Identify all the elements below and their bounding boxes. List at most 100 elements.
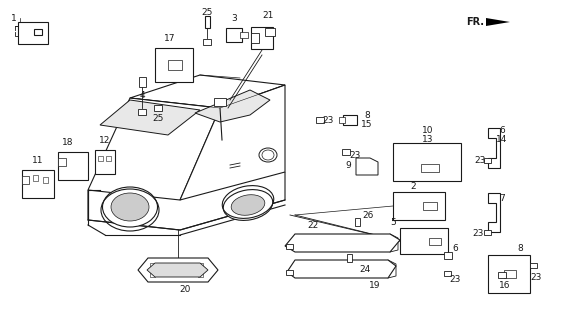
Bar (22, 176, 28, 184)
Bar (265, 28, 275, 36)
Text: 3: 3 (231, 13, 237, 22)
Text: 12: 12 (99, 135, 111, 145)
Bar (32, 175, 37, 181)
Text: 2: 2 (410, 181, 416, 190)
Ellipse shape (111, 193, 149, 221)
Bar (22, 170, 54, 198)
Bar (155, 48, 193, 82)
Polygon shape (488, 128, 500, 168)
Text: 18: 18 (62, 138, 74, 147)
Polygon shape (180, 85, 285, 200)
Bar (251, 27, 273, 49)
Text: 25: 25 (152, 114, 164, 123)
Bar (203, 39, 211, 45)
Text: 9: 9 (345, 161, 351, 170)
Polygon shape (287, 260, 396, 278)
Bar (149, 273, 154, 277)
Polygon shape (147, 263, 208, 277)
Polygon shape (195, 90, 270, 122)
Polygon shape (285, 234, 400, 252)
Text: 10: 10 (422, 125, 434, 134)
Polygon shape (486, 18, 510, 26)
Text: 1: 1 (11, 13, 17, 22)
Bar (251, 33, 259, 43)
Bar (106, 156, 111, 161)
Bar (198, 273, 203, 277)
Bar (423, 202, 437, 210)
Text: 7: 7 (499, 194, 505, 203)
Polygon shape (488, 193, 500, 232)
Bar (98, 156, 102, 161)
Text: 25: 25 (201, 7, 212, 17)
Text: 8: 8 (364, 110, 370, 119)
Bar (286, 244, 294, 249)
Text: FR.: FR. (466, 17, 484, 27)
Text: 23: 23 (531, 274, 542, 283)
Text: 24: 24 (360, 266, 371, 275)
Bar (485, 229, 491, 235)
Text: 13: 13 (422, 134, 434, 143)
Bar (204, 16, 210, 28)
Text: 26: 26 (362, 211, 374, 220)
Text: 15: 15 (361, 119, 373, 129)
Bar (339, 117, 345, 123)
Text: 6: 6 (452, 244, 458, 252)
Bar (240, 32, 248, 38)
Bar (18, 22, 48, 44)
Text: 19: 19 (369, 281, 381, 290)
Text: 14: 14 (496, 134, 508, 143)
Text: 23: 23 (474, 156, 486, 164)
Bar (485, 157, 491, 163)
Polygon shape (130, 75, 285, 108)
Bar (149, 263, 154, 267)
Bar (34, 29, 42, 35)
Bar (214, 98, 226, 106)
Bar (95, 150, 115, 174)
Bar (393, 192, 445, 220)
Text: 4: 4 (139, 91, 145, 100)
Ellipse shape (262, 150, 274, 160)
Bar (444, 252, 452, 259)
Ellipse shape (259, 148, 277, 162)
Bar (343, 115, 357, 125)
Bar (198, 263, 203, 267)
Text: 23: 23 (322, 116, 333, 124)
Text: 8: 8 (517, 244, 523, 252)
Bar (226, 28, 242, 42)
Text: 17: 17 (164, 34, 176, 43)
Bar (58, 158, 66, 166)
Text: 16: 16 (499, 281, 511, 290)
Text: 23: 23 (449, 276, 461, 284)
Ellipse shape (223, 190, 273, 220)
Polygon shape (100, 100, 200, 135)
Bar (400, 228, 448, 254)
Bar (348, 254, 353, 262)
Text: 5: 5 (390, 218, 396, 227)
Bar (43, 177, 48, 183)
Bar (168, 60, 182, 70)
Ellipse shape (102, 187, 157, 227)
Bar (445, 270, 452, 276)
Bar (393, 143, 461, 181)
Bar (316, 117, 324, 123)
Bar (154, 105, 162, 111)
Text: 6: 6 (499, 125, 505, 134)
Polygon shape (356, 158, 378, 175)
Polygon shape (88, 98, 220, 200)
Bar (138, 109, 146, 115)
Bar (498, 272, 506, 278)
Text: 23: 23 (349, 150, 361, 159)
Bar (58, 152, 88, 180)
Bar (139, 77, 145, 87)
Text: 11: 11 (32, 156, 44, 164)
Polygon shape (138, 258, 218, 282)
Bar (488, 255, 530, 293)
Bar (421, 164, 439, 172)
Text: 21: 21 (262, 11, 274, 20)
Bar (504, 270, 516, 278)
Bar (342, 149, 350, 155)
Text: 20: 20 (179, 285, 191, 294)
Text: 23: 23 (473, 228, 484, 237)
Ellipse shape (231, 195, 265, 215)
Text: 22: 22 (307, 220, 319, 229)
